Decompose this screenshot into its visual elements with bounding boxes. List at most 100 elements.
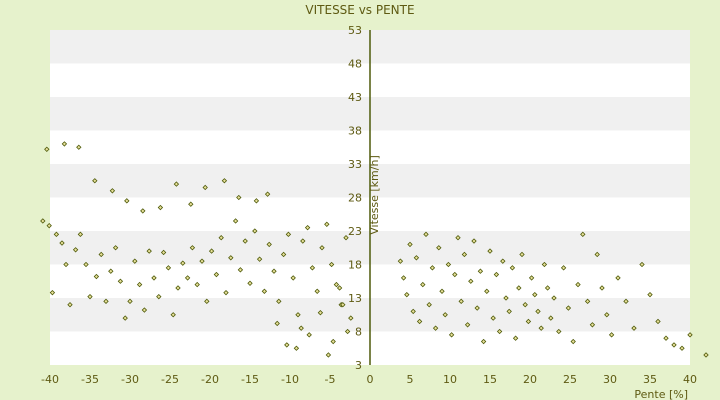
data-point — [276, 298, 282, 305]
data-point — [317, 310, 324, 316]
data-point — [175, 285, 181, 291]
data-point — [631, 325, 637, 331]
data-point — [703, 352, 709, 358]
data-point — [293, 345, 300, 351]
data-point — [194, 281, 200, 288]
data-point — [173, 181, 180, 187]
data-point — [407, 241, 413, 248]
data-point — [146, 248, 152, 254]
data-point — [452, 271, 458, 278]
data-point — [544, 285, 551, 291]
data-point — [525, 318, 532, 325]
data-point — [170, 312, 176, 318]
data-point — [439, 288, 445, 294]
data-point — [285, 231, 292, 238]
x-tick-label: -10 — [281, 373, 299, 386]
data-point — [516, 285, 522, 291]
y-tick-label: 38 — [348, 125, 362, 138]
data-point — [548, 315, 554, 321]
x-tick-label: -25 — [161, 373, 179, 386]
data-point — [426, 302, 432, 308]
data-point — [274, 320, 280, 327]
data-point — [76, 144, 82, 150]
data-point — [221, 178, 228, 184]
data-point — [410, 308, 416, 315]
data-point — [442, 312, 448, 318]
data-point — [340, 302, 346, 308]
data-point — [136, 281, 143, 288]
data-point — [490, 315, 496, 321]
data-point — [464, 322, 471, 328]
data-point — [189, 245, 196, 251]
data-point — [156, 293, 162, 300]
data-point — [98, 251, 104, 258]
y-tick-label: 53 — [348, 24, 362, 37]
x-tick-label: 10 — [443, 373, 457, 386]
data-point — [40, 218, 46, 224]
data-point — [397, 258, 404, 264]
data-point — [589, 322, 596, 328]
data-point — [266, 241, 272, 248]
data-point — [570, 338, 576, 345]
data-point — [448, 332, 455, 338]
x-tick-label: 40 — [683, 373, 697, 386]
data-point — [458, 298, 464, 305]
data-point — [655, 318, 661, 325]
x-tick-label: -20 — [201, 373, 219, 386]
data-point — [46, 222, 52, 229]
data-point — [77, 231, 84, 238]
data-point — [140, 208, 146, 214]
y-axis-label: Vitesse [km/h] — [368, 155, 381, 235]
data-point — [290, 275, 296, 281]
data-point — [480, 338, 487, 345]
data-point — [92, 178, 98, 184]
data-point — [284, 342, 290, 348]
data-point — [647, 291, 653, 298]
data-point — [295, 312, 301, 318]
data-points — [40, 141, 709, 358]
data-point — [512, 335, 519, 341]
data-point — [298, 325, 304, 331]
data-point — [319, 245, 325, 251]
data-point — [608, 332, 615, 338]
y-tick-label: 33 — [348, 158, 362, 171]
data-point — [253, 198, 260, 204]
data-point — [506, 308, 512, 315]
x-tick-label: 0 — [367, 373, 374, 386]
data-point — [532, 291, 538, 298]
data-point — [325, 352, 332, 358]
data-point — [420, 281, 426, 288]
data-point — [109, 188, 116, 194]
data-point — [541, 261, 548, 268]
data-point — [474, 305, 480, 311]
data-point — [72, 247, 79, 253]
data-point — [280, 251, 287, 258]
x-tick-label: 5 — [407, 373, 414, 386]
y-tick-label: 18 — [348, 259, 362, 272]
data-point — [112, 245, 119, 251]
data-point — [400, 275, 407, 281]
data-point — [343, 235, 349, 241]
data-point — [63, 261, 69, 268]
data-point — [556, 328, 562, 335]
data-point — [202, 184, 208, 191]
data-point — [252, 228, 258, 234]
data-point — [615, 275, 621, 281]
data-point — [328, 261, 335, 268]
data-point — [535, 308, 541, 315]
y-tick-label: 43 — [348, 91, 362, 104]
data-point — [429, 265, 436, 271]
data-point — [127, 298, 133, 305]
x-tick-label: -5 — [325, 373, 336, 386]
data-point — [404, 291, 410, 298]
data-point — [493, 271, 500, 278]
data-point — [314, 288, 320, 294]
data-point — [538, 325, 544, 331]
data-point — [232, 218, 239, 224]
data-point — [237, 267, 244, 273]
y-tick-label: 13 — [348, 292, 362, 305]
x-tick-label: 20 — [523, 373, 537, 386]
